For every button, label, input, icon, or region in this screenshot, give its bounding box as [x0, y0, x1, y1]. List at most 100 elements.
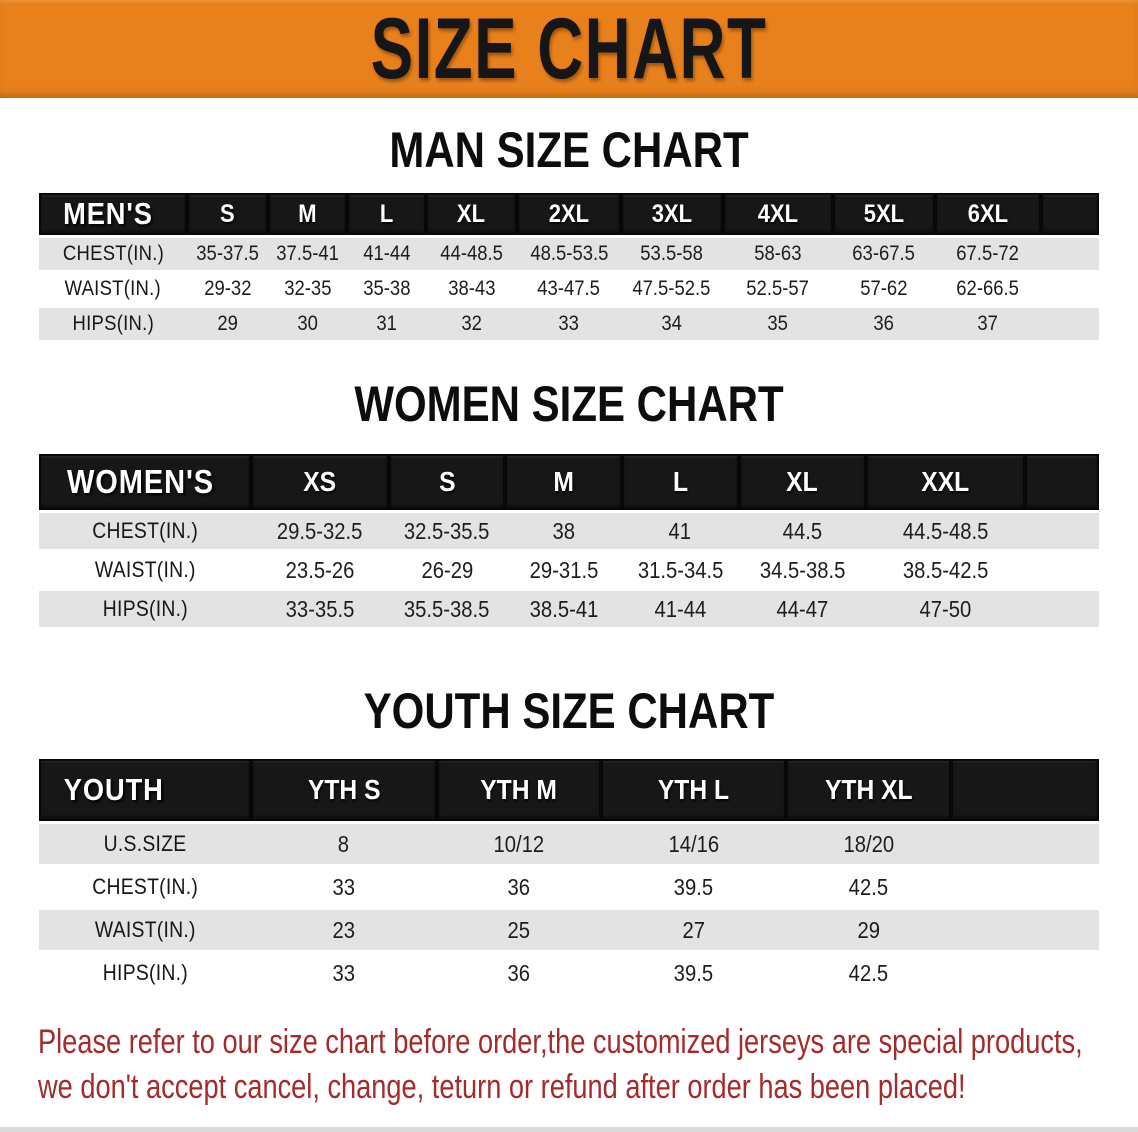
cell-text: CHEST(IN.) [62, 242, 164, 265]
cell-text: 36 [873, 312, 895, 335]
column-header: YTH XL [786, 759, 951, 821]
column-header: XL [425, 193, 518, 235]
size-value: 44-48.5 [425, 238, 518, 270]
size-value: 63-67.5 [832, 238, 935, 270]
size-value: 48.5-53.5 [517, 238, 621, 270]
cell-text: 29 [857, 916, 880, 943]
column-header: M [267, 193, 348, 235]
size-value: 14/16 [600, 824, 787, 864]
row-label: CHEST(IN.) [39, 238, 188, 270]
cell-text: 41-44 [363, 242, 411, 265]
filler-cell [1024, 454, 1099, 510]
cell-text: XL [457, 199, 486, 228]
image-bottom-edge [0, 1127, 1138, 1132]
section-title: MAN SIZE CHART [389, 122, 749, 178]
cell-text: CHEST(IN.) [92, 518, 198, 543]
cell-text: 44.5-48.5 [902, 517, 989, 544]
row-label: U.S.SIZE [39, 824, 251, 864]
table-row: CHEST(IN.) 35-37.5 37.5-41 41-44 44-48.5 48.5… [39, 238, 1099, 270]
cell-text: 31.5-34.5 [637, 556, 724, 583]
cell-text: XXL [921, 466, 970, 497]
cell-text: 34 [661, 312, 683, 335]
cell-text: 26-29 [421, 556, 473, 583]
size-value: 27 [600, 910, 787, 950]
filler-cell [1040, 308, 1099, 340]
cell-text: 25 [507, 916, 530, 943]
cell-text: WOMEN'S [67, 463, 214, 500]
table-row: U.S.SIZE 8 10/12 14/16 18/20 [39, 824, 1099, 864]
cell-text: S [220, 199, 235, 228]
cell-text: 10/12 [493, 830, 544, 857]
cell-text: 41 [669, 517, 692, 544]
size-value: 35.5-38.5 [388, 591, 506, 627]
cell-text: 41-44 [654, 595, 707, 622]
cell-text: 5XL [863, 199, 904, 228]
column-header: YTH M [436, 759, 601, 821]
cell-text: 44-48.5 [440, 242, 503, 265]
size-value: 41-44 [347, 238, 426, 270]
cell-text: L [379, 199, 394, 228]
cell-text: 32 [461, 312, 482, 335]
size-value: 41-44 [621, 591, 739, 627]
filler-cell [1024, 552, 1099, 588]
cell-text: 29 [217, 312, 238, 335]
table-row: CHEST(IN.) 33 36 39.5 42.5 [39, 867, 1099, 907]
table-header-row: MEN'S S M L XL 2XL 3XL 4XL 5XL 6XL [39, 193, 1099, 235]
table-header-row: YOUTH YTH S YTH M YTH L YTH XL [39, 759, 1099, 821]
cell-text: HIPS(IN.) [102, 596, 188, 621]
size-value: 35-38 [347, 273, 426, 305]
cell-text: YTH S [307, 774, 381, 805]
filler-cell [1040, 193, 1099, 235]
row-label: HIPS(IN.) [39, 591, 251, 627]
column-header: M [505, 454, 622, 510]
cell-text: 27 [682, 916, 705, 943]
cell-text: YTH M [480, 774, 557, 805]
cell-text: 52.5-57 [746, 277, 810, 300]
size-value: 67.5-72 [934, 238, 1041, 270]
cell-text: 4XL [757, 199, 798, 228]
cell-text: 38-43 [447, 277, 496, 300]
column-header: XXL [865, 454, 1025, 510]
size-value: 26-29 [388, 552, 506, 588]
cell-text: WAIST(IN.) [64, 277, 162, 300]
size-chart-section-youth: YOUTH SIZE CHART YOUTH YTH S YTH M YTH L YTH… [0, 686, 1138, 996]
size-value: 42.5 [786, 953, 951, 993]
cell-text: WAIST(IN.) [94, 557, 196, 582]
cell-text: 3XL [651, 199, 692, 228]
filler-cell [950, 953, 1099, 993]
disclaimer: Please refer to our size chart before or… [38, 1020, 1110, 1110]
size-value: 8 [251, 824, 437, 864]
size-value: 18/20 [786, 824, 951, 864]
page-title: SIZE CHART [370, 1, 768, 97]
size-value: 29 [187, 308, 268, 340]
cell-text: XS [303, 466, 337, 497]
cell-text: 29-31.5 [529, 556, 599, 583]
cell-text: 38.5-41 [529, 595, 599, 622]
size-value: 42.5 [786, 867, 951, 907]
column-header: YTH L [600, 759, 787, 821]
size-value: 29 [786, 910, 951, 950]
filler-cell [1024, 513, 1099, 549]
column-header: YTH S [251, 759, 437, 821]
row-label: WAIST(IN.) [39, 273, 188, 305]
filler-cell [1040, 273, 1099, 305]
filler-cell [1040, 238, 1099, 270]
cell-text: 37 [977, 312, 998, 335]
cell-text: XL [786, 466, 818, 497]
filler-cell [950, 824, 1099, 864]
cell-text: 38 [552, 517, 575, 544]
column-header: 3XL [620, 193, 723, 235]
cell-text: M [298, 199, 317, 228]
cell-text: 63-67.5 [852, 242, 916, 265]
size-value: 30 [267, 308, 348, 340]
size-value: 25 [436, 910, 601, 950]
size-value: 44-47 [738, 591, 866, 627]
size-table: MEN'S S M L XL 2XL 3XL 4XL 5XL 6XL CHEST(IN.) 35-3… [39, 190, 1099, 343]
column-header: XL [738, 454, 866, 510]
size-value: 43-47.5 [517, 273, 621, 305]
cell-text: 32.5-35.5 [404, 517, 490, 544]
size-value: 44.5 [738, 513, 866, 549]
cell-text: 57-62 [860, 277, 908, 300]
table-header-row: WOMEN'S XS S M L XL XXL [39, 454, 1099, 510]
size-chart-section-men: MAN SIZE CHART MEN'S S M L XL 2XL 3XL 4XL 5XL 6XL… [0, 125, 1138, 343]
